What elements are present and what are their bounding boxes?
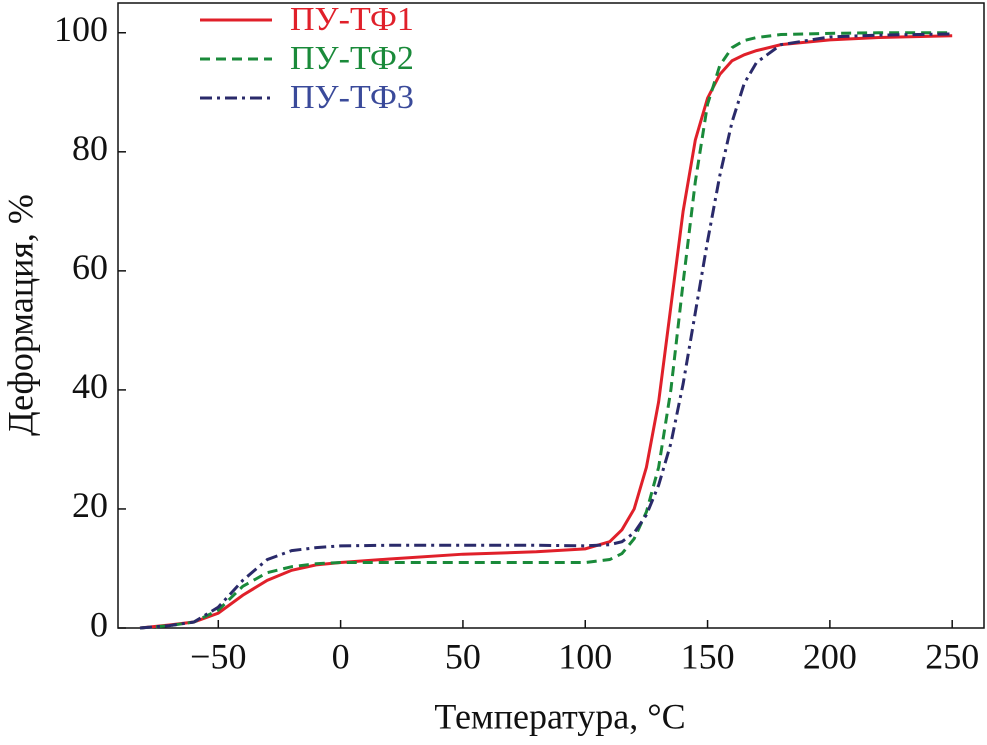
y-tick-label: 40 [72,366,108,406]
y-tick-label: 0 [90,604,108,644]
legend-text: ПУ-ТФ1 [290,1,414,38]
x-tick-label: 50 [445,636,481,676]
x-axis-label: Температура, °C [434,696,685,736]
series-line [139,31,953,630]
x-tick-label: −50 [190,636,246,676]
x-tick-label: 200 [803,636,857,676]
y-tick-label: 20 [72,485,108,525]
y-tick-label: 100 [54,9,108,49]
legend-text: ПУ-ТФ2 [290,40,414,77]
y-tick-label: 60 [72,247,108,287]
series-line [139,32,953,630]
x-tick-label: 100 [558,636,612,676]
plot-frame [117,2,985,629]
x-tick-label: 150 [681,636,735,676]
y-axis-label: Деформация, % [0,194,40,436]
series-line [139,34,953,630]
x-tick-label: 250 [925,636,979,676]
y-tick-label: 80 [72,128,108,168]
x-tick-label: 0 [332,636,350,676]
legend-text: ПУ-ТФ3 [290,79,414,116]
